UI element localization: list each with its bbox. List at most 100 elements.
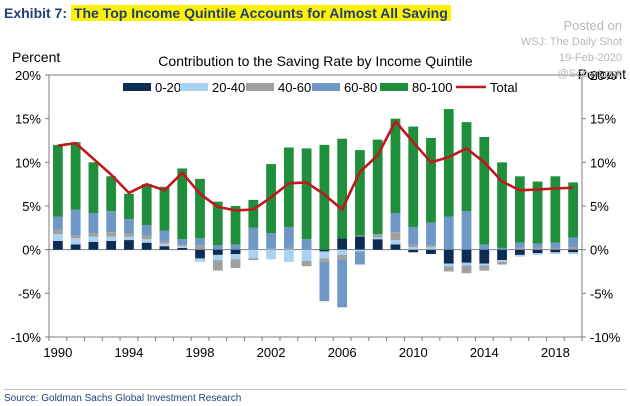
bar-40-60-1991	[70, 235, 81, 239]
y-axis-title-right: Percent	[578, 66, 626, 82]
bar-0-20-2015	[497, 249, 507, 261]
legend-label-40-60: 40-60	[278, 80, 311, 95]
bar-60-80-2008	[372, 233, 383, 235]
legend-swatch-80-100	[380, 83, 408, 91]
y-tick-label-right: -5%	[590, 286, 614, 301]
bar-80-100-1995	[141, 184, 152, 226]
bar-80-100-1999	[212, 201, 223, 246]
bar-60-80-1995	[141, 225, 152, 236]
total-line	[57, 120, 574, 212]
bar-60-80-2010	[408, 226, 419, 245]
bar-40-60-2007	[355, 235, 365, 237]
bar-0-20-1997	[177, 247, 188, 250]
bar-80-100-1993	[106, 176, 117, 212]
bar-60-80-2005	[319, 261, 330, 302]
bar-80-100-2005	[319, 144, 330, 250]
bar-0-20-1994	[124, 240, 134, 250]
bar-40-60-2019	[568, 247, 579, 250]
bar-40-60-2017	[532, 247, 543, 250]
bar-80-100-2001	[248, 199, 259, 228]
bar-0-20-1995	[141, 242, 152, 250]
bar-20-40-1993	[106, 236, 117, 241]
x-tick-label-2014: 2014	[470, 345, 499, 360]
bar-40-60-1990	[52, 229, 63, 234]
bar-0-20-1990	[52, 240, 63, 250]
bar-0-20-2006	[337, 238, 348, 250]
legend-label-80-100: 80-100	[412, 80, 452, 95]
bar-0-20-2009	[390, 244, 401, 250]
bar-80-100-2017	[532, 181, 543, 244]
bar-60-80-2006	[337, 259, 348, 308]
y-tick-label-left: 0%	[22, 243, 41, 258]
legend-swatch-40-60	[246, 83, 274, 91]
bar-60-80-2016	[514, 242, 525, 248]
legend-label-20-40: 20-40	[212, 80, 245, 95]
bar-20-40-1998	[195, 258, 205, 262]
legend-swatch-60-80	[312, 83, 340, 91]
bar-60-80-1990	[52, 216, 63, 230]
bar-80-100-2013	[461, 122, 472, 212]
bar-60-80-2015	[497, 247, 507, 250]
footer-rule	[4, 389, 626, 390]
bar-0-20-1996	[159, 246, 170, 250]
bar-80-100-1994	[124, 193, 134, 220]
y-tick-label-right: -10%	[590, 330, 621, 345]
bar-20-40-2011	[426, 247, 436, 250]
bar-60-80-2003	[283, 226, 294, 248]
bar-40-60-2011	[426, 245, 436, 248]
bar-40-60-2001	[248, 258, 259, 261]
bar-80-100-2006	[337, 138, 348, 239]
bar-60-80-1991	[70, 209, 81, 236]
bar-80-100-2011	[426, 137, 436, 223]
bar-20-40-2007	[355, 249, 365, 252]
bar-40-60-2010	[408, 244, 419, 248]
bar-80-100-1990	[52, 144, 63, 217]
y-axis-title-left: Percent	[12, 49, 60, 65]
bar-40-60-1997	[177, 244, 188, 247]
x-tick-label-1990: 1990	[43, 345, 72, 360]
bar-20-40-2010	[408, 247, 419, 250]
bar-20-40-1991	[70, 238, 81, 245]
bar-0-20-2008	[372, 239, 383, 250]
legend-swatch-0-20	[123, 83, 151, 91]
bar-60-80-1999	[212, 245, 223, 250]
bar-40-60-2002	[266, 248, 276, 250]
bar-0-20-2005	[319, 249, 330, 252]
bar-80-100-2015	[497, 162, 507, 248]
bar-0-20-2012	[443, 249, 454, 264]
legend-label-60-80: 60-80	[344, 80, 377, 95]
y-tick-label-right: 10%	[590, 155, 616, 170]
bar-40-60-2003	[283, 247, 294, 250]
bar-0-20-2017	[532, 249, 543, 254]
bar-80-100-2016	[514, 176, 525, 243]
bar-0-20-1992	[88, 241, 99, 250]
bar-20-40-1990	[52, 233, 63, 241]
bar-60-80-1992	[88, 212, 99, 234]
bar-0-20-1991	[70, 244, 81, 250]
bar-60-80-2012	[443, 216, 454, 250]
y-tick-label-left: 15%	[15, 112, 41, 127]
bar-20-40-2004	[301, 249, 312, 262]
bar-60-80-2000	[230, 244, 241, 250]
bar-0-20-2014	[479, 249, 490, 264]
bar-0-20-1993	[106, 240, 117, 250]
legend-swatch-20-40	[180, 83, 208, 91]
chart-title: Contribution to the Saving Rate by Incom…	[158, 53, 473, 69]
bar-20-40-2003	[283, 249, 294, 262]
legend-label-0-20: 0-20	[155, 80, 181, 95]
bar-60-80-2004	[301, 239, 312, 250]
bar-0-20-2018	[550, 249, 561, 253]
bar-80-100-2009	[390, 118, 401, 213]
bar-20-40-1992	[88, 236, 99, 242]
watermark-posted-on: Posted on	[563, 18, 622, 33]
bar-0-20-2010	[408, 249, 419, 253]
bar-0-20-2013	[461, 249, 472, 263]
bar-20-40-1996	[159, 243, 170, 247]
bar-40-60-2014	[479, 265, 490, 271]
bar-20-40-2005	[319, 251, 330, 259]
bar-40-60-2012	[443, 266, 454, 272]
bar-80-100-2010	[408, 126, 419, 227]
bar-20-40-2009	[390, 240, 401, 245]
y-tick-label-left: -10%	[11, 330, 42, 345]
